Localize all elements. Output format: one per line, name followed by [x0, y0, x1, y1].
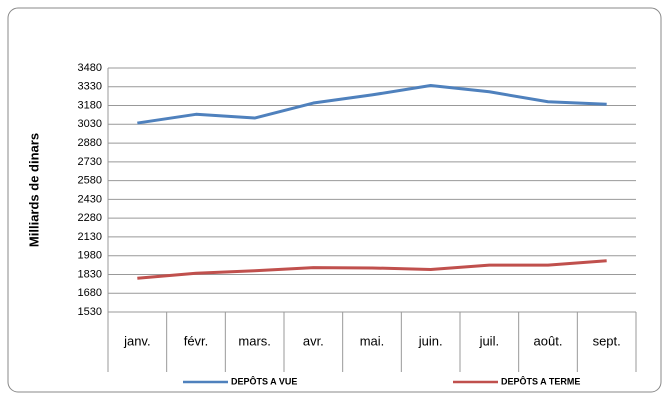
x-tick-label: mars.: [238, 333, 271, 348]
y-axis-label: Milliards de dinars: [26, 133, 41, 247]
y-tick-label: 1680: [78, 287, 102, 299]
series-line: [137, 259, 607, 280]
y-tick-label: 2430: [78, 193, 102, 205]
x-tick-label: févr.: [184, 333, 209, 348]
y-tick-label: 2130: [78, 231, 102, 243]
y-tick-label: 3330: [78, 81, 102, 93]
y-tick-label: 2280: [78, 212, 102, 224]
chart-frame: [7, 7, 662, 393]
x-tick-label: août.: [534, 333, 563, 348]
y-tick-label: 3180: [78, 99, 102, 111]
y-tick-label: 3480: [78, 62, 102, 74]
y-tick-label: 1830: [78, 268, 102, 280]
y-tick-label: 1530: [78, 306, 102, 318]
legend-label: DEPÔTS A VUE: [231, 375, 297, 386]
x-tick-label: mai.: [360, 333, 385, 348]
x-tick-label: juil.: [479, 333, 500, 348]
y-tick-label: 2730: [78, 156, 102, 168]
series-line: [137, 84, 607, 125]
legend-label: DEPÔTS A TERME: [501, 375, 580, 386]
y-tick-label: 1980: [78, 250, 102, 262]
x-tick-label: janv.: [123, 333, 151, 348]
y-tick-label: 2880: [78, 137, 102, 149]
y-tick-label: 3030: [78, 118, 102, 130]
y-tick-label: 2580: [78, 175, 102, 187]
x-tick-label: sept.: [593, 333, 621, 348]
x-tick-label: juin.: [418, 333, 443, 348]
x-tick-label: avr.: [303, 333, 324, 348]
